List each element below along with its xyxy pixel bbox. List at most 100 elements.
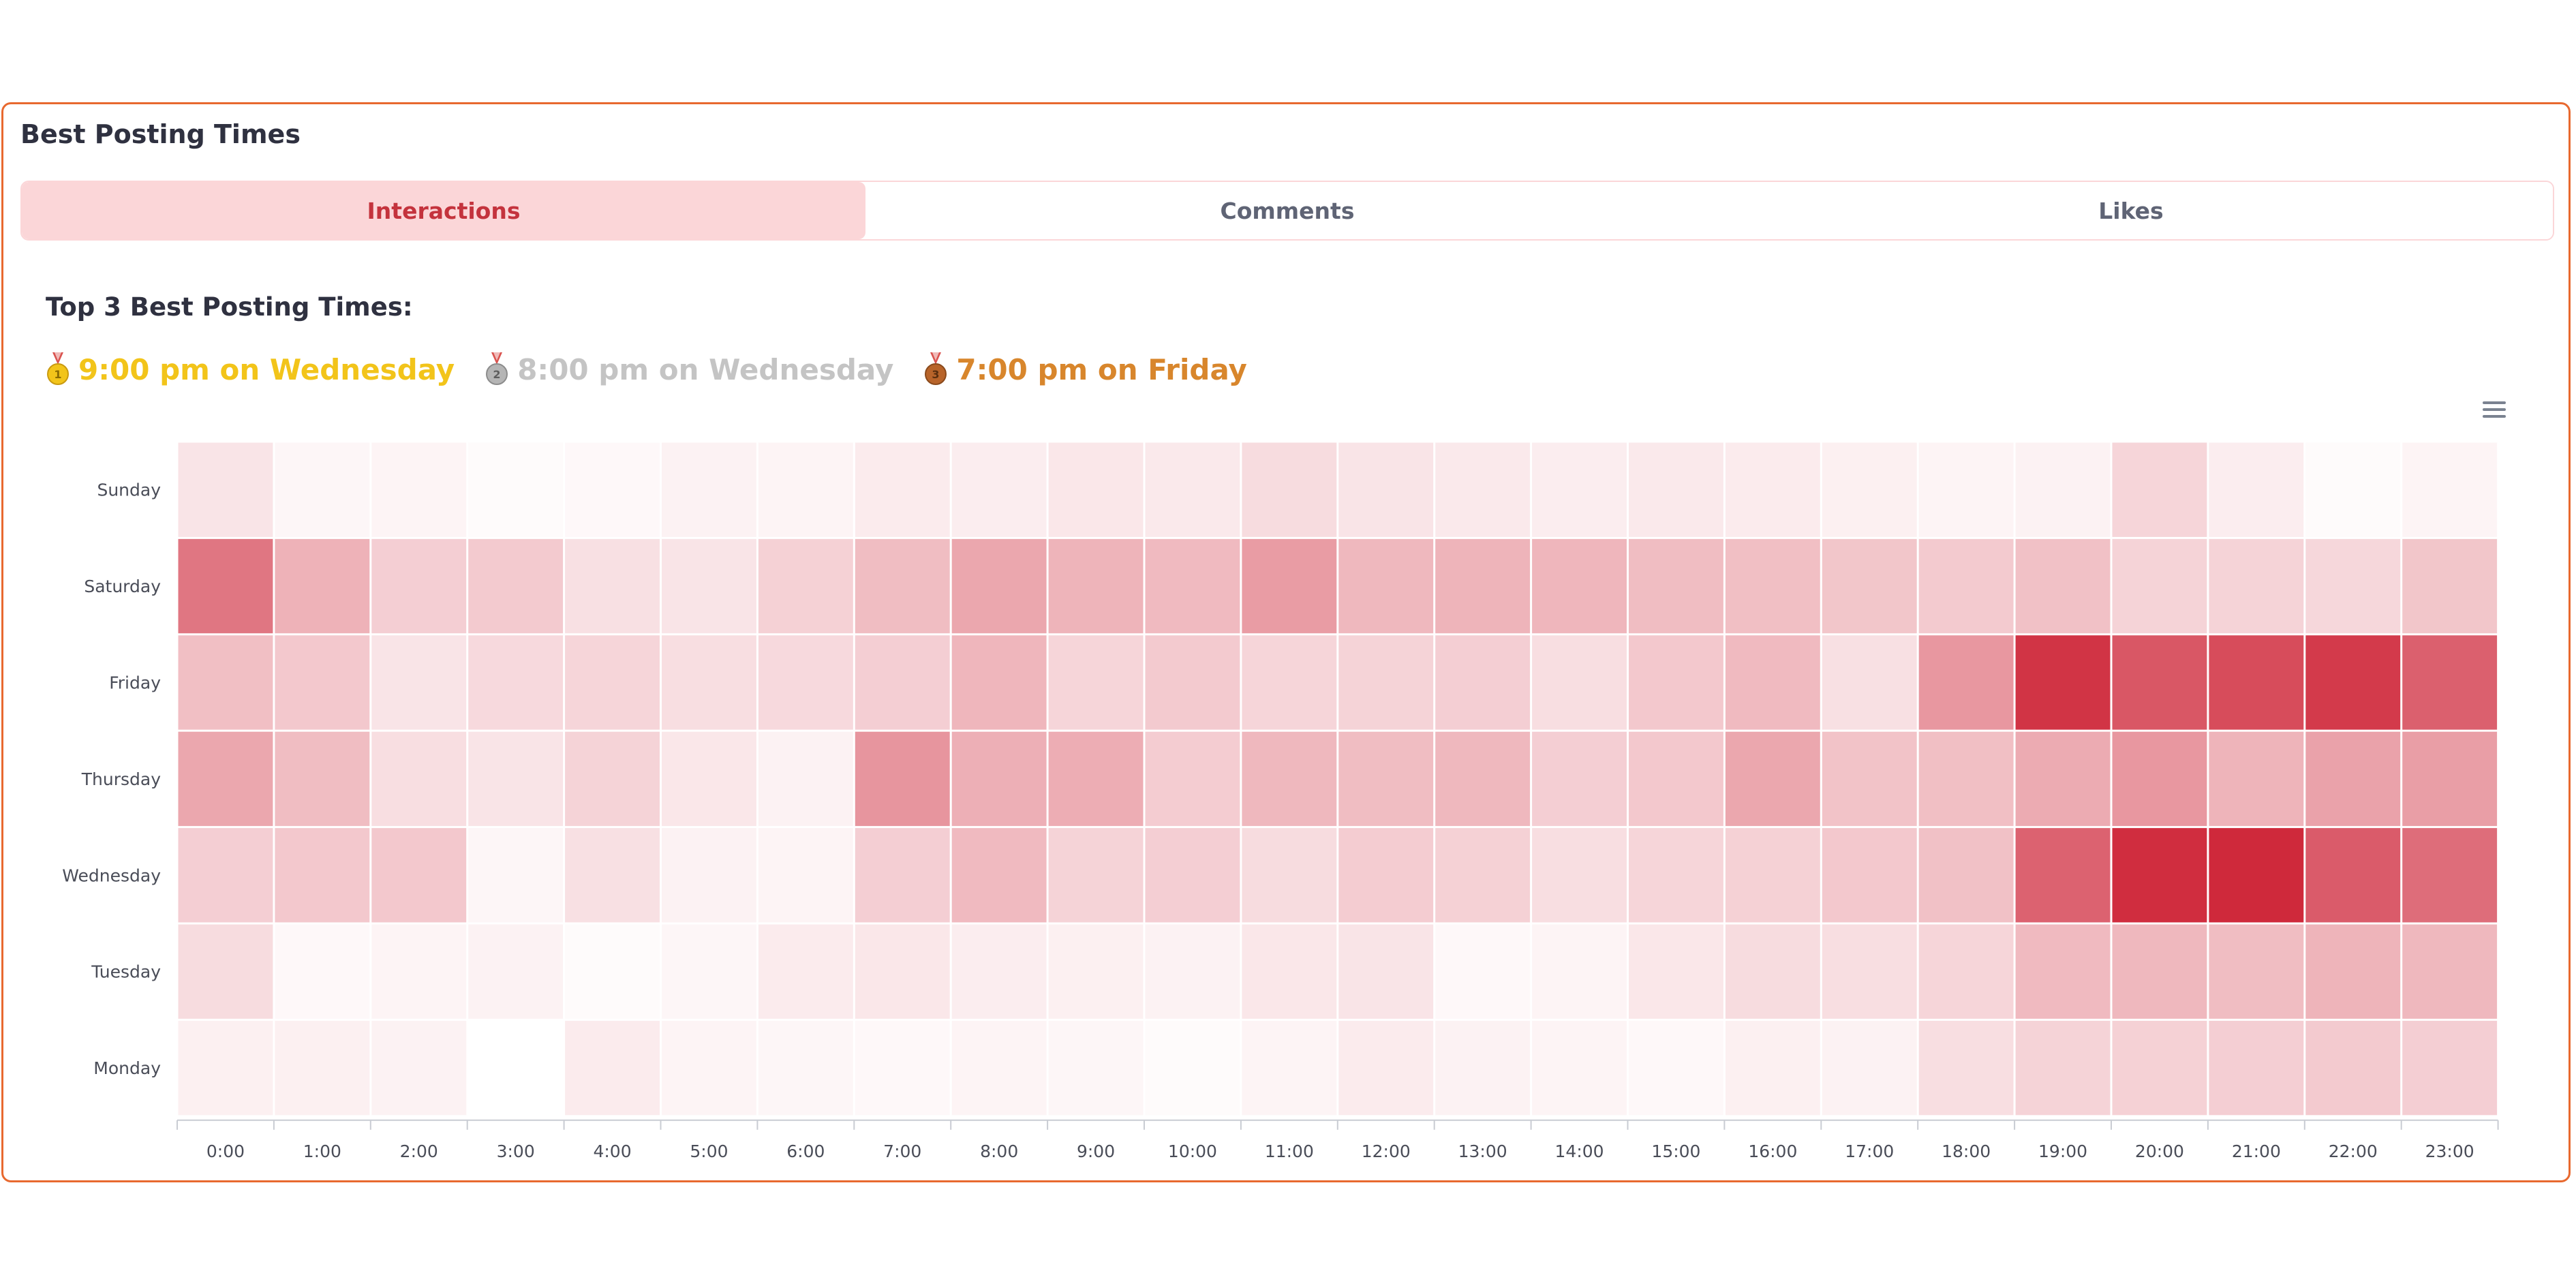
heatmap-cell[interactable]: [275, 1020, 370, 1116]
heatmap-cell[interactable]: [1532, 442, 1627, 537]
heatmap-cell[interactable]: [1822, 538, 1917, 634]
heatmap-cell[interactable]: [2112, 828, 2207, 923]
heatmap-cell[interactable]: [2209, 442, 2304, 537]
heatmap-cell[interactable]: [1242, 538, 1337, 634]
heatmap-cell[interactable]: [1242, 635, 1337, 730]
heatmap-cell[interactable]: [1725, 828, 1820, 923]
heatmap-cell[interactable]: [2402, 442, 2498, 537]
heatmap-cell[interactable]: [1822, 442, 1917, 537]
heatmap-cell[interactable]: [662, 828, 756, 923]
heatmap-cell[interactable]: [275, 828, 370, 923]
heatmap-cell[interactable]: [1629, 538, 1723, 634]
heatmap-cell[interactable]: [662, 1020, 756, 1116]
heatmap-cell[interactable]: [2402, 538, 2498, 634]
heatmap-cell[interactable]: [2209, 635, 2304, 730]
heatmap-cell[interactable]: [565, 442, 660, 537]
heatmap-cell[interactable]: [758, 828, 853, 923]
heatmap-cell[interactable]: [1532, 731, 1627, 827]
heatmap-cell[interactable]: [855, 635, 950, 730]
heatmap-cell[interactable]: [2402, 924, 2498, 1019]
heatmap-cell[interactable]: [371, 924, 467, 1019]
heatmap-cell[interactable]: [1822, 828, 1917, 923]
heatmap-cell[interactable]: [1048, 442, 1144, 537]
heatmap-cell[interactable]: [1822, 924, 1917, 1019]
heatmap-cell[interactable]: [565, 1020, 660, 1116]
heatmap-cell[interactable]: [1145, 828, 1240, 923]
heatmap-cell[interactable]: [1822, 731, 1917, 827]
heatmap-cell[interactable]: [2209, 924, 2304, 1019]
heatmap-cell[interactable]: [855, 1020, 950, 1116]
heatmap-cell[interactable]: [2112, 635, 2207, 730]
heatmap-cell[interactable]: [371, 828, 467, 923]
heatmap-cell[interactable]: [1048, 1020, 1144, 1116]
heatmap-cell[interactable]: [1145, 538, 1240, 634]
heatmap-cell[interactable]: [178, 635, 273, 730]
heatmap-cell[interactable]: [2015, 828, 2111, 923]
heatmap-cell[interactable]: [2402, 828, 2498, 923]
heatmap-cell[interactable]: [1145, 924, 1240, 1019]
heatmap-cell[interactable]: [2209, 731, 2304, 827]
heatmap-cell[interactable]: [371, 635, 467, 730]
heatmap-cell[interactable]: [1918, 442, 2014, 537]
heatmap-cell[interactable]: [275, 442, 370, 537]
heatmap-cell[interactable]: [178, 924, 273, 1019]
heatmap-cell[interactable]: [1338, 924, 1434, 1019]
heatmap-cell[interactable]: [2305, 635, 2401, 730]
heatmap-cell[interactable]: [1338, 635, 1434, 730]
heatmap-cell[interactable]: [1048, 635, 1144, 730]
heatmap-cell[interactable]: [371, 1020, 467, 1116]
heatmap-cell[interactable]: [1629, 828, 1723, 923]
heatmap-cell[interactable]: [1338, 828, 1434, 923]
heatmap-cell[interactable]: [662, 442, 756, 537]
heatmap-cell[interactable]: [1725, 731, 1820, 827]
heatmap-cell[interactable]: [855, 731, 950, 827]
heatmap-cell[interactable]: [1048, 538, 1144, 634]
heatmap-cell[interactable]: [1532, 538, 1627, 634]
heatmap-cell[interactable]: [2402, 635, 2498, 730]
heatmap-cell[interactable]: [275, 924, 370, 1019]
heatmap-cell[interactable]: [758, 1020, 853, 1116]
heatmap-cell[interactable]: [1048, 828, 1144, 923]
heatmap-cell[interactable]: [1338, 442, 1434, 537]
heatmap-cell[interactable]: [951, 924, 1047, 1019]
heatmap-cell[interactable]: [1918, 1020, 2014, 1116]
heatmap-cell[interactable]: [1242, 442, 1337, 537]
heatmap-cell[interactable]: [2015, 635, 2111, 730]
heatmap-cell[interactable]: [1435, 635, 1531, 730]
tab-interactions[interactable]: Interactions: [22, 182, 865, 239]
heatmap-cell[interactable]: [468, 1020, 564, 1116]
heatmap-cell[interactable]: [178, 731, 273, 827]
heatmap-cell[interactable]: [1918, 635, 2014, 730]
heatmap-cell[interactable]: [275, 731, 370, 827]
heatmap-cell[interactable]: [1435, 442, 1531, 537]
heatmap-cell[interactable]: [1242, 924, 1337, 1019]
heatmap-cell[interactable]: [468, 538, 564, 634]
heatmap-cell[interactable]: [855, 828, 950, 923]
heatmap-cell[interactable]: [275, 635, 370, 730]
heatmap-cell[interactable]: [1532, 924, 1627, 1019]
heatmap-cell[interactable]: [1822, 635, 1917, 730]
heatmap-cell[interactable]: [662, 924, 756, 1019]
heatmap-cell[interactable]: [2305, 731, 2401, 827]
heatmap-cell[interactable]: [1242, 1020, 1337, 1116]
heatmap-cell[interactable]: [1725, 442, 1820, 537]
heatmap-cell[interactable]: [565, 731, 660, 827]
heatmap-cell[interactable]: [662, 635, 756, 730]
heatmap-cell[interactable]: [1918, 538, 2014, 634]
heatmap-cell[interactable]: [275, 538, 370, 634]
heatmap-cell[interactable]: [468, 442, 564, 537]
heatmap-cell[interactable]: [1338, 731, 1434, 827]
heatmap-cell[interactable]: [1338, 538, 1434, 634]
heatmap-cell[interactable]: [2112, 538, 2207, 634]
heatmap-cell[interactable]: [2015, 442, 2111, 537]
heatmap-cell[interactable]: [2015, 924, 2111, 1019]
heatmap-cell[interactable]: [1145, 731, 1240, 827]
heatmap-cell[interactable]: [2305, 538, 2401, 634]
heatmap-cell[interactable]: [2402, 1020, 2498, 1116]
heatmap-cell[interactable]: [1725, 924, 1820, 1019]
heatmap-cell[interactable]: [371, 442, 467, 537]
heatmap-cell[interactable]: [1435, 731, 1531, 827]
heatmap-cell[interactable]: [855, 924, 950, 1019]
heatmap-cell[interactable]: [565, 924, 660, 1019]
heatmap-cell[interactable]: [2112, 924, 2207, 1019]
